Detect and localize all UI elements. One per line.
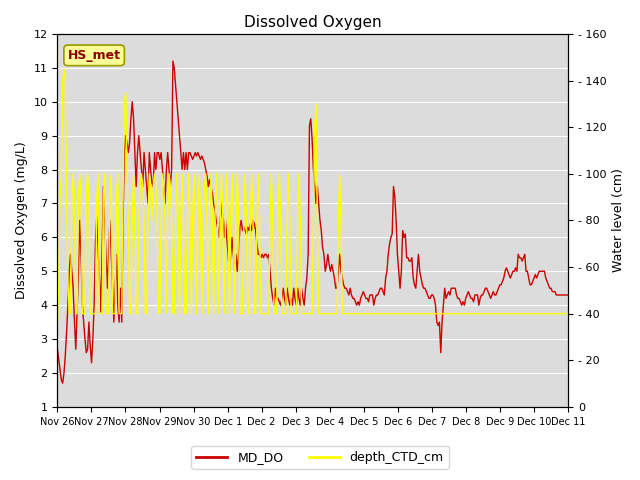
Legend: MD_DO, depth_CTD_cm: MD_DO, depth_CTD_cm [191, 446, 449, 469]
Y-axis label: Water level (cm): Water level (cm) [612, 168, 625, 272]
Title: Dissolved Oxygen: Dissolved Oxygen [244, 15, 381, 30]
Y-axis label: Dissolved Oxygen (mg/L): Dissolved Oxygen (mg/L) [15, 142, 28, 300]
Text: HS_met: HS_met [68, 49, 120, 62]
